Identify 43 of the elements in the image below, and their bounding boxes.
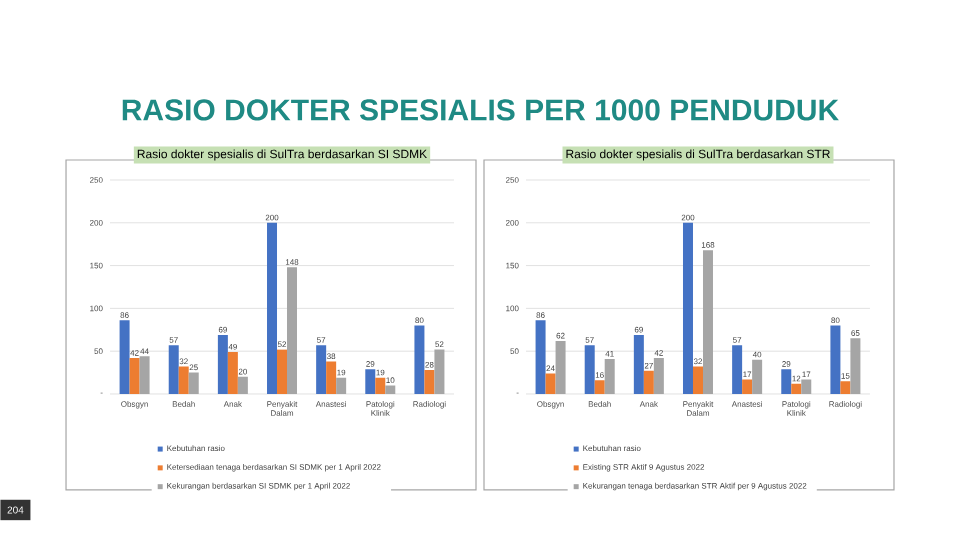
- bar: [414, 325, 425, 394]
- bar: [139, 356, 150, 394]
- bar: [732, 345, 743, 394]
- bar: [633, 334, 644, 394]
- bar: [424, 370, 435, 394]
- bar: [850, 338, 861, 394]
- bar: [682, 222, 693, 394]
- bar: [434, 349, 445, 394]
- bar: [168, 345, 179, 394]
- bar: [385, 385, 396, 394]
- bar: [119, 320, 130, 394]
- bar: [375, 377, 386, 394]
- bar: [604, 358, 615, 394]
- bar: [287, 267, 298, 394]
- bar: [365, 369, 376, 394]
- bar: [178, 366, 189, 394]
- bar: [643, 370, 654, 394]
- bar: [217, 334, 228, 394]
- bar: [535, 320, 546, 394]
- bar: [188, 372, 199, 394]
- bar: [227, 352, 238, 394]
- bar: [129, 358, 140, 394]
- bar: [830, 325, 841, 394]
- bar: [237, 376, 248, 394]
- bar: [702, 250, 713, 394]
- bar: [336, 377, 347, 394]
- bar: [545, 373, 556, 394]
- bar: [594, 380, 605, 394]
- bar: [267, 222, 278, 394]
- bar: [752, 359, 763, 394]
- bar: [840, 381, 851, 394]
- bar: [801, 379, 812, 394]
- bar: [316, 345, 327, 394]
- bar: [555, 340, 566, 394]
- bar: [326, 361, 337, 394]
- bar: [584, 345, 595, 394]
- bar: [692, 366, 703, 394]
- bar: [781, 369, 792, 394]
- bar: [742, 379, 753, 394]
- bar: [791, 383, 802, 394]
- bar: [277, 349, 288, 394]
- bar: [653, 358, 664, 394]
- chart-title: RASIO DOKTER SPESIALIS PER 1000 PENDUDUK: [122, 99, 839, 121]
